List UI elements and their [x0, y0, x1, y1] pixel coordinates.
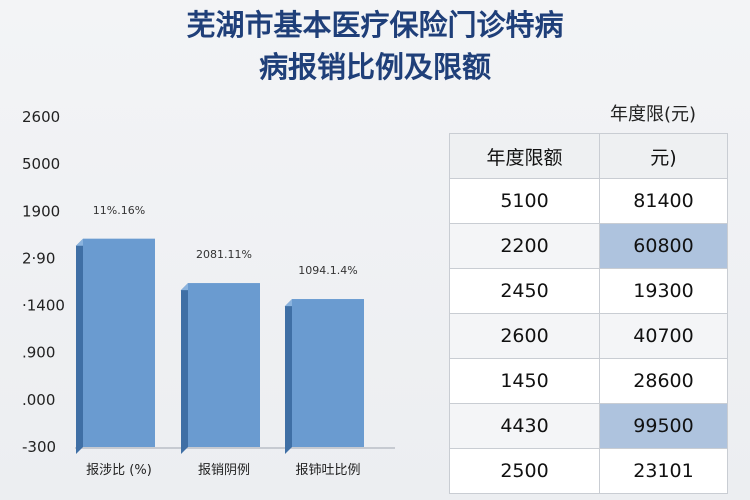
bar-side — [285, 299, 292, 454]
data-label: 11%.16% — [93, 204, 145, 217]
limits-table: 年度限额 元) 5100 81400 2200 60800 2450 19300… — [449, 133, 728, 494]
x-tick-label: 报涉比 (%) — [86, 463, 152, 478]
table-cell: 81400 — [599, 178, 728, 224]
title-line-1: 芜湖市基本医疗保险门诊特病 — [186, 8, 564, 42]
y-tick-label: 5000 — [22, 155, 60, 173]
table-cell: 2450 — [449, 268, 600, 314]
table-caption: 年度限(元) — [610, 104, 697, 125]
y-tick-label: 2·90 — [22, 249, 55, 267]
table-cell: 19300 — [599, 268, 728, 314]
table-cell: 28600 — [599, 358, 728, 404]
table-cell-highlighted: 99500 — [599, 403, 728, 449]
table-row: 2500 23101 — [449, 448, 728, 494]
x-tick-label: 报铈吐比例 — [295, 462, 360, 478]
y-tick-label: ·1400 — [22, 297, 65, 315]
table-cell: 40700 — [599, 313, 728, 359]
data-label: 1094.1.4% — [298, 264, 357, 277]
y-tick-label: .000 — [22, 391, 55, 409]
table-header-cell: 元) — [599, 133, 728, 179]
y-tick-label: .900 — [22, 344, 55, 362]
table-row: 2200 60800 — [449, 223, 728, 269]
x-tick-label: 报销阴例 — [198, 463, 250, 478]
table-row: 2600 40700 — [449, 313, 728, 359]
table-row: 5100 81400 — [449, 178, 728, 224]
y-tick-label: 2600 — [22, 108, 60, 126]
table-row: 1450 28600 — [449, 358, 728, 404]
bar-chart-svg: 2600 5000 1900 2·90 ·1400 .900 .000 -300 11%.16%… — [22, 108, 395, 478]
table-cell: 2500 — [449, 448, 600, 494]
bar — [292, 299, 364, 447]
chart-title: 芜湖市基本医疗保险门诊特病 病报销比例及限额 — [0, 4, 750, 88]
data-label: 2081.11% — [196, 248, 252, 261]
bar — [188, 283, 260, 447]
table-cell-highlighted: 60800 — [599, 223, 728, 269]
y-tick-label: -300 — [22, 438, 56, 456]
table-header-row: 年度限额 元) — [449, 133, 728, 179]
table-cell: 2600 — [449, 313, 600, 359]
y-tick-label: 1900 — [22, 202, 60, 220]
title-line-2: 病报销比例及限额 — [258, 50, 491, 84]
bar-chart: 2600 5000 1900 2·90 ·1400 .900 .000 -300 11%.16%… — [0, 95, 430, 495]
table-row: 4430 99500 — [449, 403, 728, 449]
table-cell: 2200 — [449, 223, 600, 269]
table-row: 2450 19300 — [449, 268, 728, 314]
table-cell: 1450 — [449, 358, 600, 404]
bar-side — [76, 238, 83, 454]
bar — [83, 238, 155, 447]
table-cell: 4430 — [449, 403, 600, 449]
table-header-cell: 年度限额 — [449, 133, 600, 179]
table-cell: 5100 — [449, 178, 600, 224]
table-cell: 23101 — [599, 448, 728, 494]
bar-side — [181, 283, 188, 454]
